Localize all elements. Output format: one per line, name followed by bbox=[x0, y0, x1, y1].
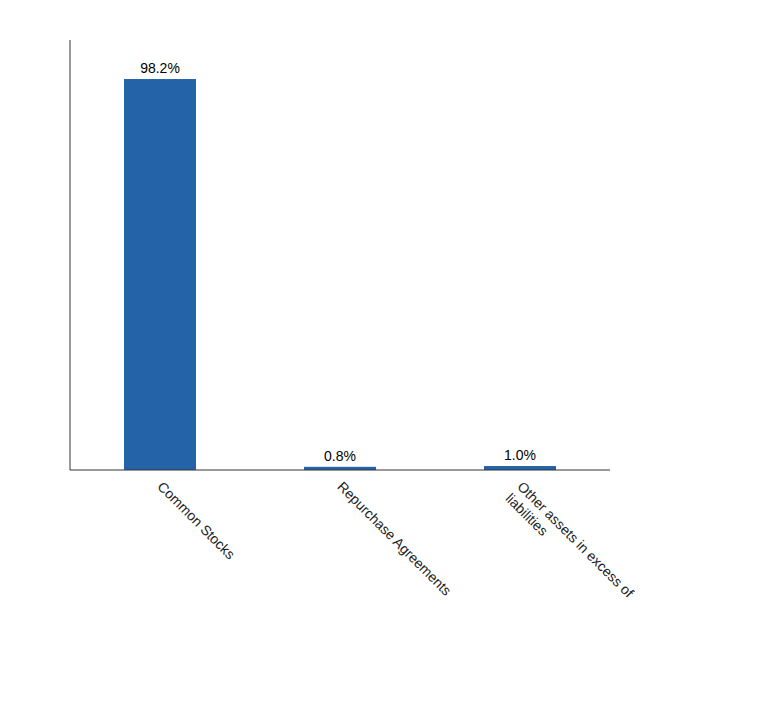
bar bbox=[124, 79, 196, 470]
chart: 98.2% 0.8% 1.0% Common Stocks Repurchase Agr… bbox=[0, 0, 780, 720]
bar bbox=[484, 466, 556, 470]
chart-container: 98.2% 0.8% 1.0% Common Stocks Repurchase Agr… bbox=[0, 0, 780, 720]
y-axis-line bbox=[70, 40, 71, 470]
x-tick-label: Common Stocks bbox=[154, 478, 238, 562]
data-label: 1.0% bbox=[504, 447, 536, 463]
x-axis-line bbox=[70, 470, 610, 471]
x-tick-label: Other assets in excess ofliabilities bbox=[503, 478, 637, 612]
data-label: 98.2% bbox=[140, 60, 180, 76]
x-tick-label: Repurchase Agreements bbox=[334, 478, 454, 598]
data-label: 0.8% bbox=[324, 448, 356, 464]
bars bbox=[124, 79, 556, 470]
